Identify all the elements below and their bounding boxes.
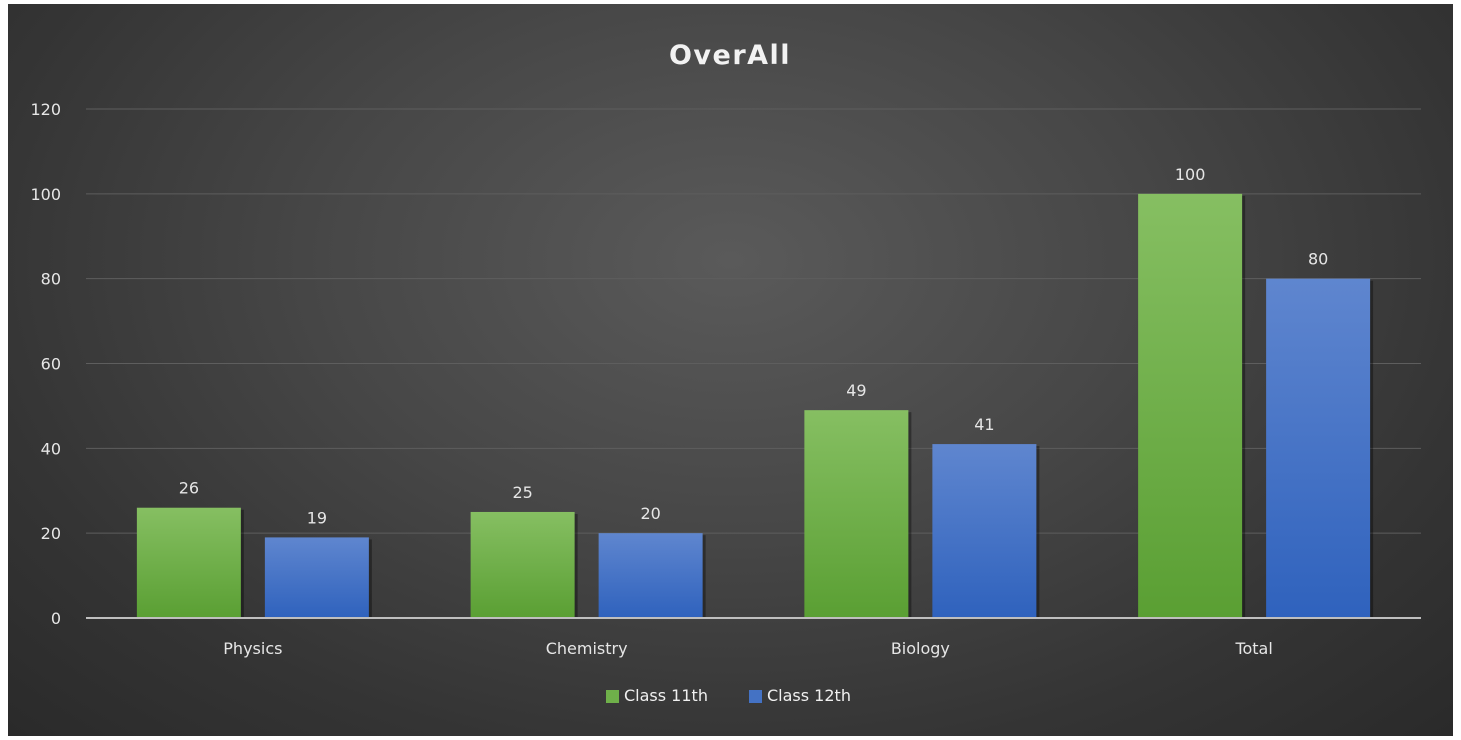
legend-swatch — [606, 690, 619, 703]
data-label: 49 — [846, 381, 866, 400]
data-labels: 26 19 25 20 49 41 100 80 — [179, 165, 1329, 528]
data-label: 20 — [640, 504, 660, 523]
bar-class-11th-physics — [136, 507, 241, 618]
data-label: 41 — [974, 415, 994, 434]
bar-class-12th-total — [1266, 278, 1371, 618]
data-label: 80 — [1308, 250, 1328, 269]
chart-area: OverAll 0 20 40 60 80 100 120 26 19 25 20 49 41 100 8… — [8, 4, 1453, 736]
x-category-label: Physics — [223, 639, 282, 658]
y-tick-label: 120 — [30, 100, 61, 119]
bar-class-11th-chemistry — [470, 511, 575, 618]
x-category-label: Total — [1234, 639, 1272, 658]
x-axis-categories: Physics Chemistry Biology Total — [223, 639, 1273, 658]
y-tick-label: 40 — [41, 439, 61, 458]
legend-label: Class 11th — [624, 686, 708, 705]
y-axis-ticks: 0 20 40 60 80 100 120 — [30, 100, 61, 628]
y-tick-label: 0 — [51, 609, 61, 628]
bar-class-12th-biology — [932, 444, 1037, 618]
x-category-label: Chemistry — [546, 639, 628, 658]
bar-chart: OverAll 0 20 40 60 80 100 120 26 19 25 20 49 41 100 8… — [30, 40, 1421, 705]
x-category-label: Biology — [891, 639, 950, 658]
data-label: 100 — [1175, 165, 1206, 184]
bar-class-12th-chemistry — [598, 533, 703, 618]
data-label: 25 — [512, 483, 532, 502]
y-tick-label: 20 — [41, 524, 61, 543]
legend-swatch — [749, 690, 762, 703]
legend-label: Class 12th — [767, 686, 851, 705]
y-tick-label: 60 — [41, 355, 61, 374]
bar-class-11th-total — [1138, 193, 1243, 619]
y-tick-label: 80 — [41, 270, 61, 289]
data-label: 19 — [307, 508, 327, 527]
legend: Class 11th Class 12th — [606, 686, 851, 705]
bars — [136, 193, 1374, 619]
chart-title: OverAll — [669, 40, 791, 71]
y-tick-label: 100 — [30, 185, 61, 204]
bar-class-12th-physics — [264, 537, 369, 618]
data-label: 26 — [179, 479, 199, 498]
bar-class-11th-biology — [804, 410, 909, 618]
